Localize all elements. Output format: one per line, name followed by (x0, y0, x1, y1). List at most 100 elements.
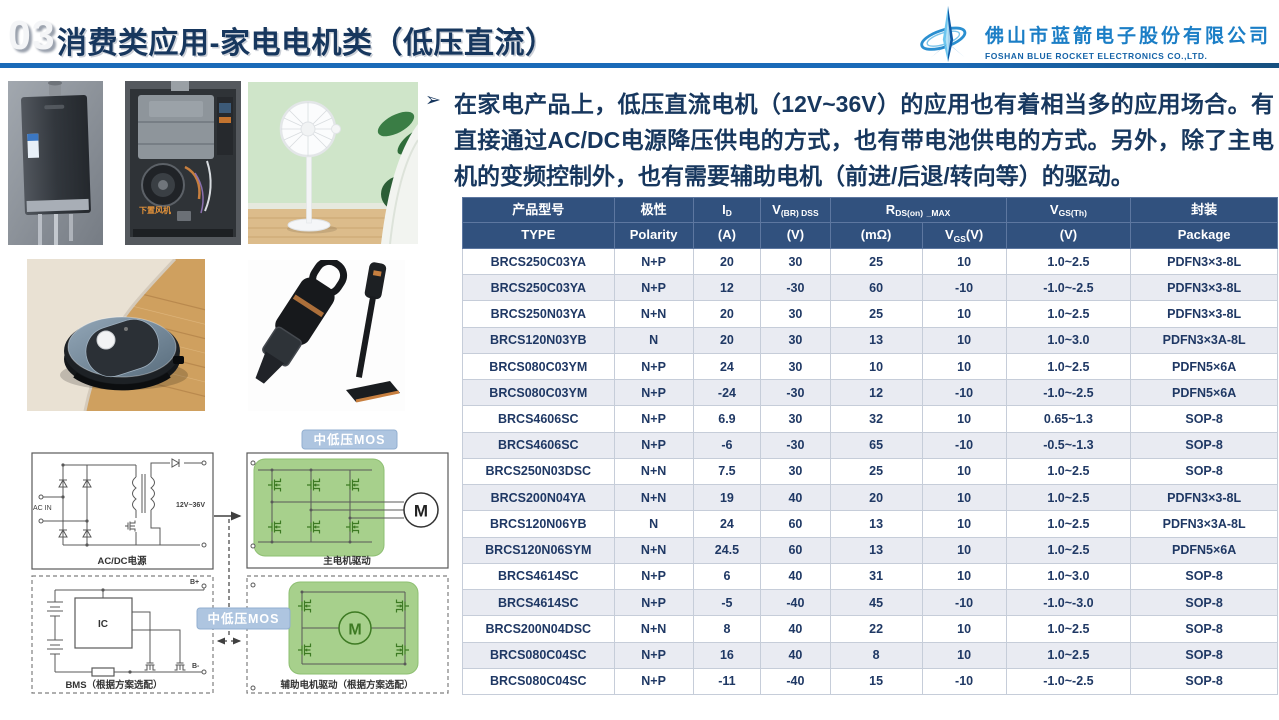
table-header-cell: (A) (692, 222, 762, 249)
main-drive-caption: 主电机驱动 (323, 555, 371, 567)
table-cell: -40 (760, 667, 831, 696)
table-cell: 10 (921, 326, 1007, 354)
table-cell: 7.5 (692, 457, 762, 486)
table-cell: 30 (760, 247, 831, 276)
table-cell: -30 (760, 379, 831, 407)
table-row: BRCS4606SC N+P 6.9 30 32 10 0.65~1.3 SOP-8 (462, 405, 1278, 433)
photo-label: 下置风机 (139, 205, 171, 215)
table-cell: 13 (829, 536, 923, 564)
acdc-caption: AC/DC电源 (97, 555, 147, 567)
table-cell: SOP-8 (1130, 405, 1278, 433)
table-cell: SOP-8 (1130, 667, 1278, 696)
table-cell: 1.0~2.5 (1005, 615, 1132, 643)
table-cell: 30 (760, 300, 831, 328)
table-cell: N+P (613, 405, 694, 433)
table-cell: 1.0~3.0 (1005, 326, 1132, 354)
table-cell: 1.0~2.5 (1005, 536, 1132, 564)
table-cell: -30 (760, 274, 831, 302)
table-cell: 60 (829, 274, 923, 302)
table-cell: 10 (921, 536, 1007, 564)
table-cell: 30 (760, 405, 831, 433)
b-minus-label: B- (192, 663, 200, 670)
table-cell: 25 (829, 247, 923, 276)
rocket-icon (920, 5, 967, 63)
mos-badge: 中低压MOS (196, 607, 291, 630)
table-row: BRCS4614SC N+P -5 -40 45 -10 -1.0~-3.0 SOP-8 (462, 589, 1278, 617)
acdc-power-box: AC IN 12V~36V AC/DC电源 (31, 452, 214, 570)
photo-water-heater-interior: 下置风机 (125, 81, 241, 245)
table-cell: 13 (829, 510, 923, 538)
table-cell: SOP-8 (1130, 615, 1278, 643)
photo-robot-vacuum (27, 259, 205, 411)
table-cell: 1.0~2.5 (1005, 641, 1132, 669)
table-cell: N+P (613, 379, 694, 407)
table-cell: -0.5~-1.3 (1005, 431, 1132, 459)
table-cell: 65 (829, 431, 923, 459)
table-header-cell: V(BR) DSS (760, 197, 831, 223)
table-cell: -5 (692, 589, 762, 617)
table-header-cell: 极性 (613, 197, 694, 223)
table-header-cell: TYPE (462, 222, 615, 249)
table-cell: 10 (921, 615, 1007, 643)
table-cell: SOP-8 (1130, 457, 1278, 486)
table-cell: SOP-8 (1130, 431, 1278, 459)
table-cell: 10 (921, 457, 1007, 486)
table-cell: -40 (760, 589, 831, 617)
table-cell: 1.0~2.5 (1005, 457, 1132, 486)
table-cell: N+P (613, 667, 694, 696)
table-cell: BRCS250N03YA (462, 300, 615, 328)
table-cell: 20 (692, 326, 762, 354)
motor-icon (403, 492, 439, 528)
table-cell: PDFN3×3A-8L (1130, 510, 1278, 538)
aux-motor-drive-box: M 辅助电机驱动（根据方案选配） (246, 575, 449, 694)
table-cell: 30 (760, 352, 831, 381)
table-cell: 10 (921, 510, 1007, 538)
circuit-diagram: AC IN 12V~36V AC/DC电源 M 主 (31, 429, 449, 694)
table-cell: BRCS080C04SC (462, 667, 615, 696)
table-header-row: TYPE Polarity (A) (V) (mΩ) VGS(V) (V) Package (462, 222, 1278, 249)
table-cell: N+N (613, 615, 694, 643)
table-header-cell: RDS(on) _MAX (829, 197, 1007, 223)
table-row: BRCS250C03YA N+P 12 -30 60 -10 -1.0~-2.5 PDFN3×… (462, 274, 1278, 302)
table-cell: BRCS250C03YA (462, 274, 615, 302)
table-row: BRCS200N04YA N+N 19 40 20 10 1.0~2.5 PDFN3×3-8L (462, 484, 1278, 512)
table-row: BRCS120N06YB N 24 60 13 10 1.0~2.5 PDFN3×3A-8L (462, 510, 1278, 538)
table-cell: 12 (829, 379, 923, 407)
table-cell: N+N (613, 484, 694, 512)
table-cell: 20 (692, 300, 762, 328)
table-cell: 6 (692, 562, 762, 591)
table-cell: 60 (760, 510, 831, 538)
spec-table: 产品型号 极性 ID V(BR) DSS RDS(on) _MAX VGS(Th) 封装 TY… (462, 197, 1278, 696)
photo-water-heater (8, 81, 103, 245)
table-cell: -10 (921, 274, 1007, 302)
aux-drive-caption: 辅助电机驱动（根据方案选配） (280, 679, 413, 691)
company-text: 佛山市蓝箭电子股份有限公司 FOSHAN BLUE ROCKET ELECTRO… (985, 7, 1271, 61)
table-cell: 30 (760, 326, 831, 354)
table-row: BRCS120N03YB N 20 30 13 10 1.0~3.0 PDFN3×3A-8L (462, 326, 1278, 354)
table-cell: 20 (692, 247, 762, 276)
table-cell: 24 (692, 510, 762, 538)
table-cell: N+P (613, 274, 694, 302)
bms-caption: BMS（根据方案选配） (65, 679, 162, 691)
table-header-cell: 产品型号 (462, 197, 615, 223)
table-header-cell: ID (692, 197, 762, 223)
table-row: BRCS4614SC N+P 6 40 31 10 1.0~3.0 SOP-8 (462, 562, 1278, 591)
table-cell: 19 (692, 484, 762, 512)
mos-badge: 中低压MOS (301, 429, 398, 450)
table-cell: BRCS250C03YA (462, 247, 615, 276)
table-cell: 16 (692, 641, 762, 669)
table-cell: 22 (829, 615, 923, 643)
page-title: 消费类应用-家电电机类（低压直流） (57, 27, 556, 60)
table-cell: -10 (921, 379, 1007, 407)
table-header-cell: (V) (1005, 222, 1132, 249)
table-cell: N+P (613, 431, 694, 459)
table-cell: 10 (921, 300, 1007, 328)
table-cell: BRCS250N03DSC (462, 457, 615, 486)
table-row: BRCS080C04SC N+P 16 40 8 10 1.0~2.5 SOP-8 (462, 641, 1278, 669)
slide-number: 03 (8, 12, 56, 58)
table-cell: N+N (613, 300, 694, 328)
table-cell: PDFN3×3A-8L (1130, 326, 1278, 354)
table-cell: BRCS120N06YB (462, 510, 615, 538)
bms-box: IC B+ B- BMS（根据方案选配） (31, 575, 214, 694)
table-cell: 13 (829, 326, 923, 354)
